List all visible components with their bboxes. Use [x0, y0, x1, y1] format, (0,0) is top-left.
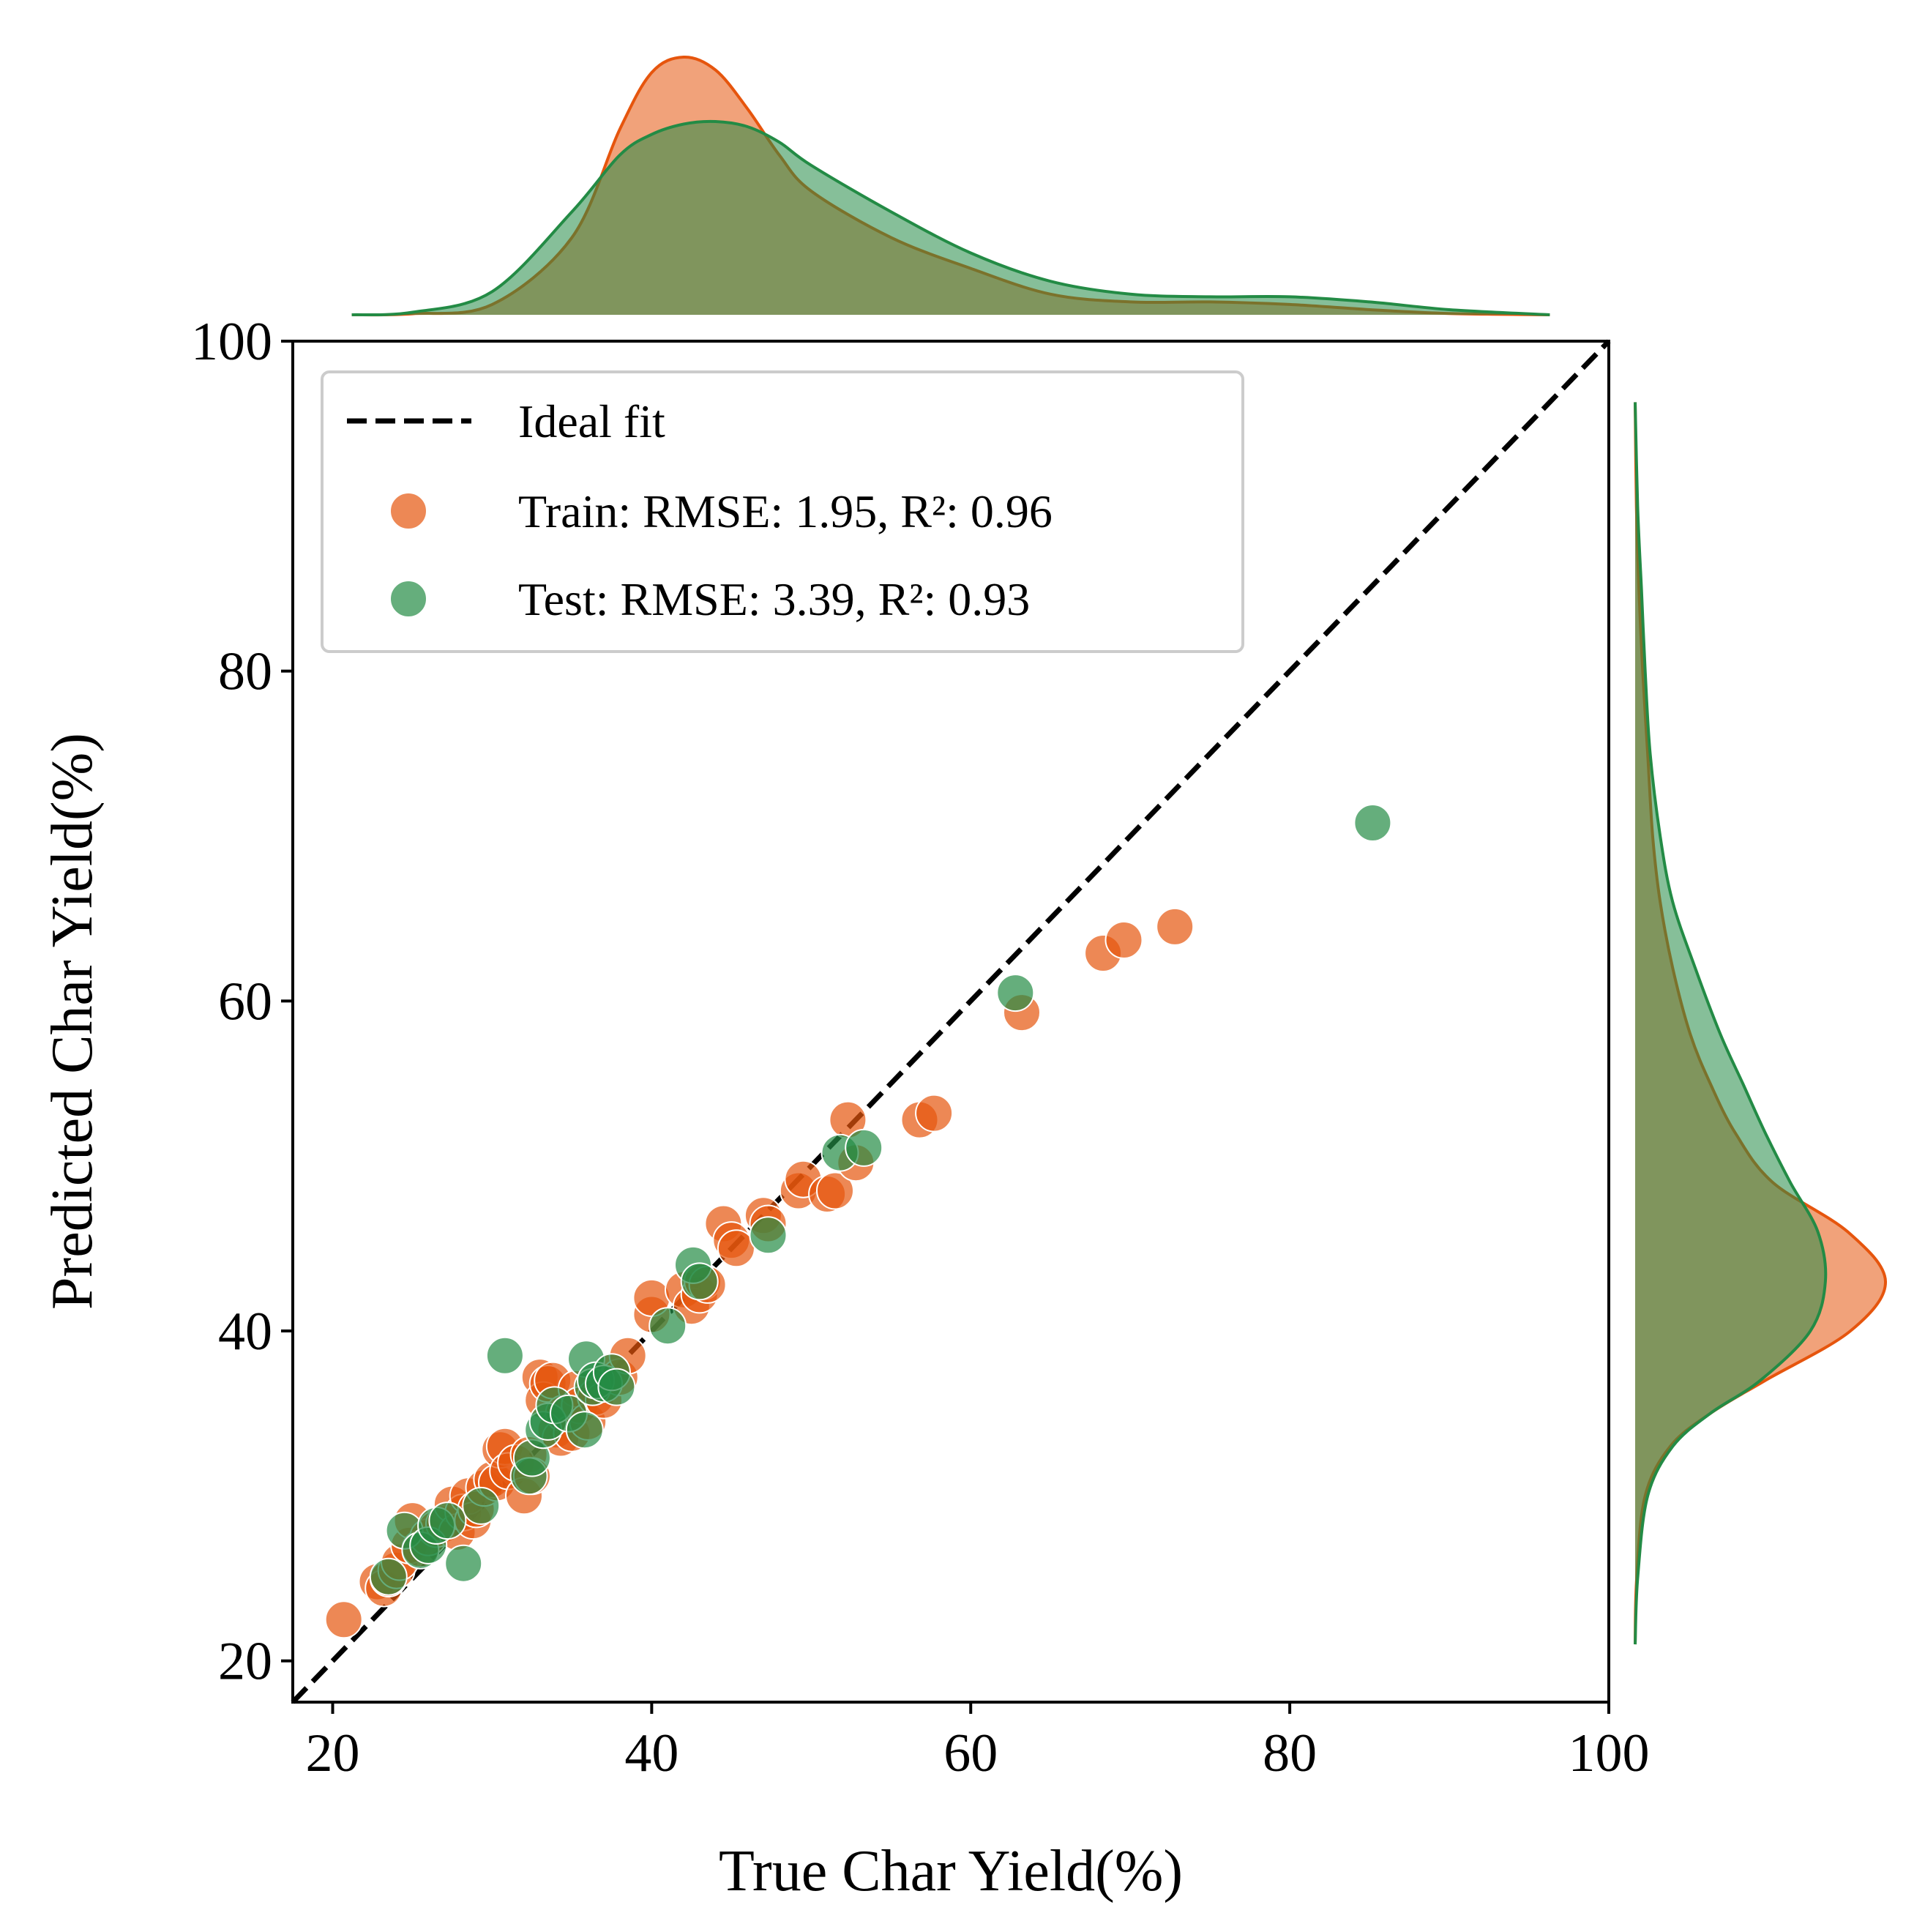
- train-point: [324, 1600, 363, 1639]
- y-tick-label: 40: [218, 1302, 272, 1362]
- plot-frame: [291, 340, 1610, 1704]
- x-tick-label: 60: [943, 1723, 998, 1783]
- x-tick-label: 100: [1569, 1723, 1650, 1783]
- legend-test-label: Test: RMSE: 3.39, R²: 0.93: [518, 573, 1030, 625]
- y-tick-label: 80: [218, 642, 272, 702]
- right-marginal-kde: [1634, 402, 1888, 1645]
- x-tick-label: 80: [1263, 1723, 1317, 1783]
- train-point: [816, 1171, 854, 1210]
- test-kde-right-line: [1634, 402, 1828, 1645]
- y-axis-title: Predicted Char Yield(%): [40, 733, 105, 1310]
- test-point: [369, 1557, 408, 1596]
- test-point: [749, 1216, 788, 1255]
- test-point: [428, 1502, 467, 1540]
- test-point: [1353, 804, 1392, 842]
- x-axis: 20 40 60 80 100: [305, 1702, 1650, 1783]
- train-point: [1156, 907, 1195, 946]
- test-point: [485, 1336, 524, 1375]
- legend-ideal-fit-label: Ideal fit: [518, 395, 665, 447]
- y-axis: 20 40 60 80 100: [191, 312, 293, 1692]
- x-tick-label: 20: [305, 1723, 359, 1783]
- legend-box: [321, 370, 1244, 653]
- test-kde-top-line: [351, 119, 1550, 317]
- test-point: [444, 1544, 483, 1583]
- x-axis-title: True Char Yield(%): [719, 1839, 1183, 1903]
- test-point: [996, 974, 1035, 1012]
- legend-train-swatch: [389, 492, 427, 530]
- test-point: [648, 1307, 687, 1346]
- test-kde-top-fill: [351, 121, 1550, 316]
- train-point: [915, 1094, 954, 1133]
- test-point: [845, 1128, 883, 1167]
- test-points: [369, 804, 1392, 1596]
- test-point: [462, 1486, 501, 1525]
- y-tick-label: 60: [218, 971, 272, 1032]
- x-tick-label: 40: [624, 1723, 679, 1783]
- test-point: [597, 1368, 636, 1406]
- scatter-plot-area: [291, 339, 1611, 1704]
- test-point: [680, 1262, 719, 1301]
- y-tick-label: 20: [218, 1632, 272, 1692]
- legend: Ideal fit Train: RMSE: 1.95, R²: 0.96 Te…: [321, 370, 1244, 653]
- legend-test-swatch: [389, 580, 427, 618]
- y-tick-label: 100: [191, 312, 272, 372]
- train-point: [717, 1229, 755, 1268]
- test-point: [565, 1411, 604, 1450]
- train-point: [1104, 921, 1143, 959]
- test-kde-right-fill: [1635, 402, 1826, 1645]
- top-marginal-kde: [351, 55, 1550, 317]
- legend-train-label: Train: RMSE: 1.95, R²: 0.96: [518, 485, 1053, 537]
